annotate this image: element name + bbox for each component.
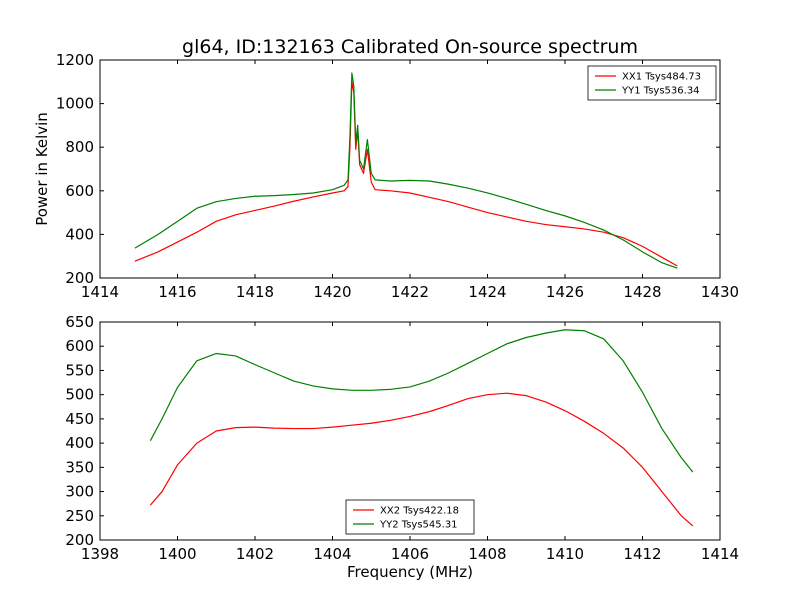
- chart-title: gl64, ID:132163 Calibrated On-source spe…: [182, 36, 638, 58]
- y-tick-label: 550: [65, 361, 94, 379]
- x-tick-label: 1416: [158, 283, 196, 301]
- x-tick-label: 1402: [236, 545, 274, 563]
- legend: XX2 Tsys422.18 YY2 Tsys545.31: [345, 499, 475, 535]
- x-tick-label: 1414: [81, 283, 119, 301]
- legend-box: [587, 65, 717, 101]
- top-panel: 1414 1416 1418 1420 1422 1424 1426 1428 1430 200 4…: [56, 51, 739, 301]
- x-tick-label: 1414: [701, 545, 739, 563]
- bottom-panel: 1398 1400 1402 1404 1406 1408 1410 1412 1414 200 2…: [65, 313, 739, 563]
- x-tick-label: 1422: [391, 283, 429, 301]
- x-tick-label: 1410: [546, 545, 584, 563]
- y-tick-label: 500: [65, 386, 94, 404]
- x-tick-label: 1430: [701, 283, 739, 301]
- legend-entry-label: XX2 Tsys422.18: [380, 506, 459, 517]
- x-tick-label: 1418: [236, 283, 274, 301]
- series-line-green: [149, 329, 694, 473]
- y-tick-label: 400: [65, 434, 94, 452]
- y-tick-label: 650: [65, 313, 94, 331]
- y-axis-label: Power in Kelvin: [33, 112, 51, 226]
- y-tick-label: 450: [65, 410, 94, 428]
- y-tick-label: 600: [65, 337, 94, 355]
- y-tick-label: 250: [65, 507, 94, 525]
- y-tick-label: 400: [65, 225, 94, 243]
- series-line-red: [134, 81, 678, 267]
- x-tick-label: 1428: [623, 283, 661, 301]
- series-line-red: [149, 392, 694, 527]
- x-tick-label: 1398: [81, 545, 119, 563]
- y-tick-label: 600: [65, 182, 94, 200]
- series-line-green: [134, 72, 678, 269]
- legend-entry-label: YY2 Tsys545.31: [379, 520, 458, 531]
- x-tick-label: 1406: [391, 545, 429, 563]
- legend-entry-label: XX1 Tsys484.73: [622, 72, 701, 83]
- legend-entry-label: YY1 Tsys536.34: [621, 86, 700, 97]
- y-tick-label: 800: [65, 138, 94, 156]
- x-tick-label: 1400: [158, 545, 196, 563]
- x-tick-label: 1420: [313, 283, 351, 301]
- y-tick-label: 350: [65, 458, 94, 476]
- y-tick-label: 300: [65, 483, 94, 501]
- x-tick-label: 1424: [468, 283, 506, 301]
- legend-box: [345, 499, 475, 535]
- y-tick-label: 1200: [56, 51, 94, 69]
- y-tick-label: 200: [65, 269, 94, 287]
- x-axis-label: Frequency (MHz): [347, 563, 473, 581]
- x-tick-label: 1426: [546, 283, 584, 301]
- y-tick-label: 200: [65, 531, 94, 549]
- x-tick-label: 1408: [468, 545, 506, 563]
- legend: XX1 Tsys484.73 YY1 Tsys536.34: [587, 65, 717, 101]
- y-tick-label: 1000: [56, 95, 94, 113]
- x-tick-label: 1412: [623, 545, 661, 563]
- x-tick-label: 1404: [313, 545, 351, 563]
